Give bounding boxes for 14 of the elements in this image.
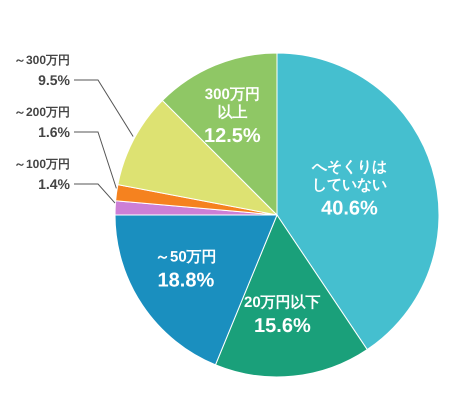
data-label: 12.5% (204, 125, 261, 148)
slice-label: ～50万円 (155, 248, 217, 266)
data-label: 1.4% (38, 176, 71, 192)
slice-label: ～200万円 (14, 105, 70, 119)
data-label: 1.6% (38, 124, 71, 140)
slice-label: 20万円以下 (244, 294, 321, 312)
data-label: 9.5% (38, 72, 71, 88)
data-label: 18.8% (158, 270, 214, 292)
data-label: 15.6% (254, 315, 311, 338)
data-label: 40.6% (321, 197, 378, 220)
slice-label: 300万円以上 (204, 86, 260, 122)
slice-label: へそくりはしていない (310, 158, 387, 194)
slice-label: ～100万円 (14, 157, 70, 171)
slice-label: ～300万円 (14, 53, 70, 67)
